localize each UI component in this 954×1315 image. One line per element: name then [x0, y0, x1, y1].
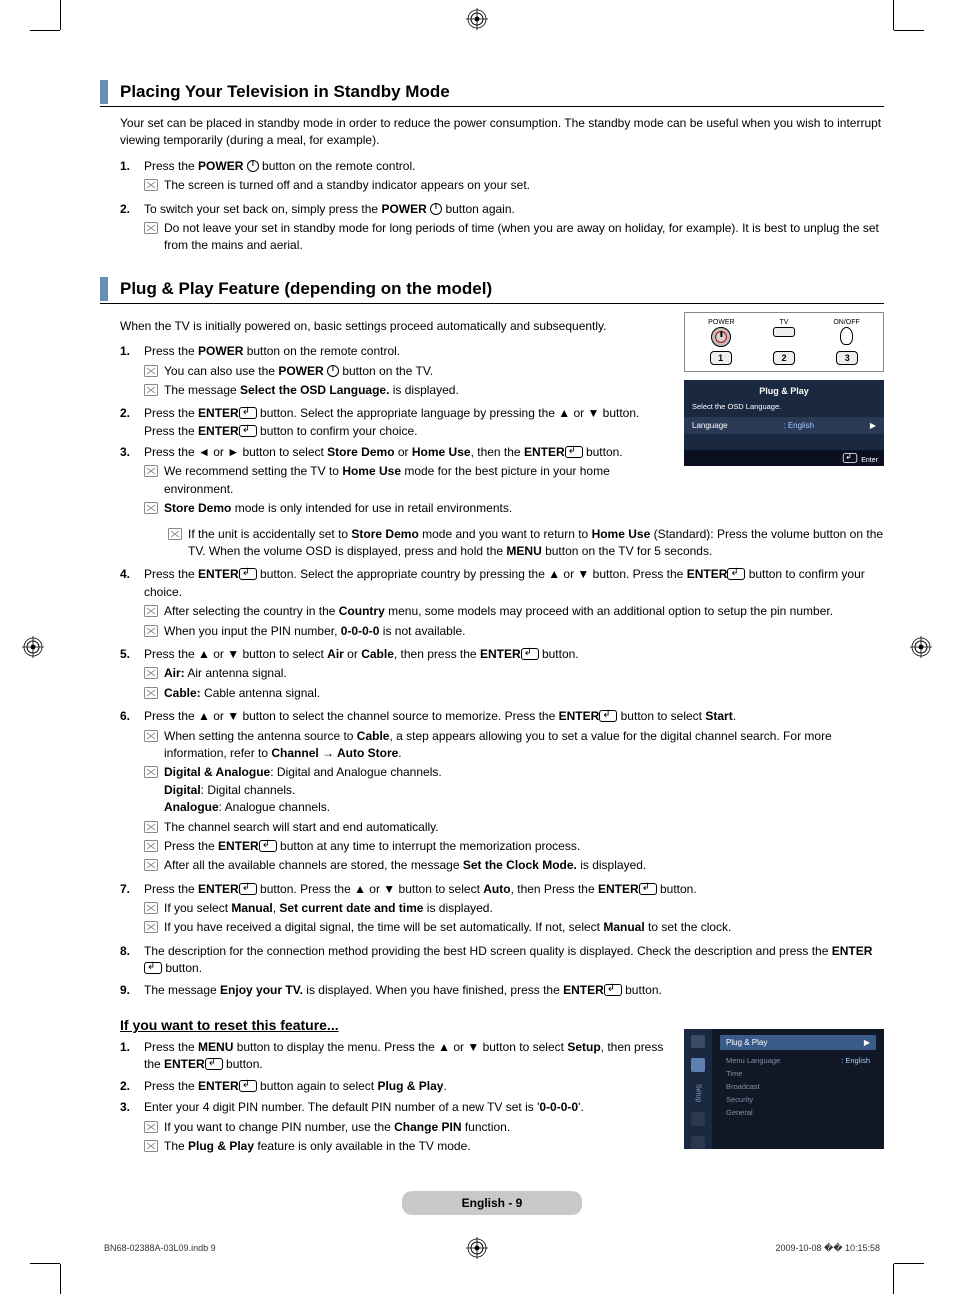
- step: 8. The description for the connection me…: [120, 943, 884, 978]
- enter-icon: [144, 962, 162, 974]
- note-icon: [144, 921, 158, 933]
- step: 3. Press the ◄ or ► button to select Sto…: [120, 444, 668, 520]
- step: 1. Press the POWER button on the remote …: [120, 158, 884, 197]
- note-icon: [144, 605, 158, 617]
- step: 9. The message Enjoy your TV. is display…: [120, 982, 884, 999]
- note-icon: [144, 766, 158, 778]
- note-icon: [144, 222, 158, 234]
- power-icon: [715, 331, 727, 343]
- step: 5. Press the ▲ or ▼ button to select Air…: [120, 646, 884, 704]
- note-icon: [144, 859, 158, 871]
- note-icon: [144, 625, 158, 637]
- enter-icon: [639, 883, 657, 895]
- osd-plug-play: Plug & Play Select the OSD Language. Lan…: [684, 380, 884, 466]
- section-heading-standby: Placing Your Television in Standby Mode: [100, 80, 884, 107]
- note-icon: [144, 667, 158, 679]
- reset-heading: If you want to reset this feature...: [120, 1017, 668, 1033]
- power-icon: [430, 203, 442, 215]
- enter-icon: [239, 407, 257, 419]
- enter-icon: [239, 568, 257, 580]
- step-note-continuation: If the unit is accidentally set to Store…: [144, 524, 884, 563]
- intro-text: When the TV is initially powered on, bas…: [120, 318, 668, 335]
- step: 2. Press the ENTER button again to selec…: [120, 1078, 668, 1095]
- step: 4. Press the ENTER button. Select the ap…: [120, 566, 884, 642]
- step: 2. Press the ENTER button. Select the ap…: [120, 405, 668, 440]
- remote-diagram: POWER TV ON/OFF 1 2 3: [684, 312, 884, 372]
- enter-icon: [599, 710, 617, 722]
- step: 6. Press the ▲ or ▼ button to select the…: [120, 708, 884, 877]
- enter-icon: [565, 446, 583, 458]
- step: 1. Press the MENU button to display the …: [120, 1039, 668, 1074]
- note-icon: [144, 465, 158, 477]
- enter-icon: [727, 568, 745, 580]
- note-icon: [144, 821, 158, 833]
- document-footer: BN68-02388A-03L09.indb 9 2009-10-08 �� 1…: [100, 1243, 884, 1254]
- enter-icon: [843, 453, 857, 463]
- note-icon: [144, 1121, 158, 1133]
- section-title: Placing Your Television in Standby Mode: [120, 82, 450, 102]
- intro-text: Your set can be placed in standby mode i…: [120, 115, 884, 150]
- power-icon: [247, 160, 259, 172]
- note-icon: [144, 1140, 158, 1152]
- note-icon: [144, 840, 158, 852]
- enter-icon: [239, 883, 257, 895]
- note-icon: [144, 384, 158, 396]
- section-title: Plug & Play Feature (depending on the mo…: [120, 279, 492, 299]
- note-icon: [144, 687, 158, 699]
- power-icon: [327, 365, 339, 377]
- note-icon: [144, 902, 158, 914]
- registration-mark-icon: [466, 1237, 488, 1259]
- enter-icon: [521, 648, 539, 660]
- note-icon: [168, 528, 182, 540]
- enter-icon: [239, 425, 257, 437]
- enter-icon: [239, 1080, 257, 1092]
- note-icon: [144, 365, 158, 377]
- note-icon: [144, 179, 158, 191]
- enter-icon: [259, 840, 277, 852]
- osd-setup-menu: Setup Plug & Play▶ Menu Language: Englis…: [684, 1029, 884, 1149]
- note-icon: [144, 502, 158, 514]
- page-number: English - 9: [402, 1191, 582, 1215]
- step: 3. Enter your 4 digit PIN number. The de…: [120, 1099, 668, 1157]
- enter-icon: [604, 984, 622, 996]
- step: 1. Press the POWER button on the remote …: [120, 343, 668, 401]
- note-icon: [144, 730, 158, 742]
- step: 7. Press the ENTER button. Press the ▲ o…: [120, 881, 884, 939]
- step: 2. To switch your set back on, simply pr…: [120, 201, 884, 257]
- enter-icon: [205, 1058, 223, 1070]
- section-heading-plug-play: Plug & Play Feature (depending on the mo…: [100, 277, 884, 304]
